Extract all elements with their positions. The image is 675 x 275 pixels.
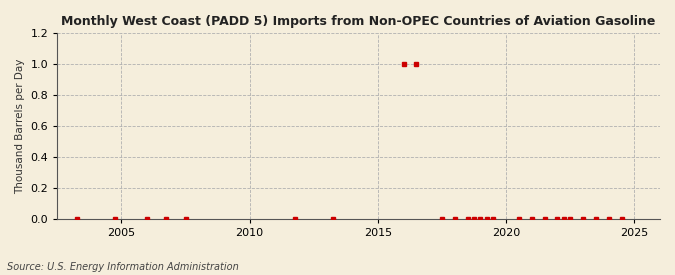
Title: Monthly West Coast (PADD 5) Imports from Non-OPEC Countries of Aviation Gasoline: Monthly West Coast (PADD 5) Imports from… <box>61 15 656 28</box>
Text: Source: U.S. Energy Information Administration: Source: U.S. Energy Information Administ… <box>7 262 238 272</box>
Y-axis label: Thousand Barrels per Day: Thousand Barrels per Day <box>15 59 25 194</box>
